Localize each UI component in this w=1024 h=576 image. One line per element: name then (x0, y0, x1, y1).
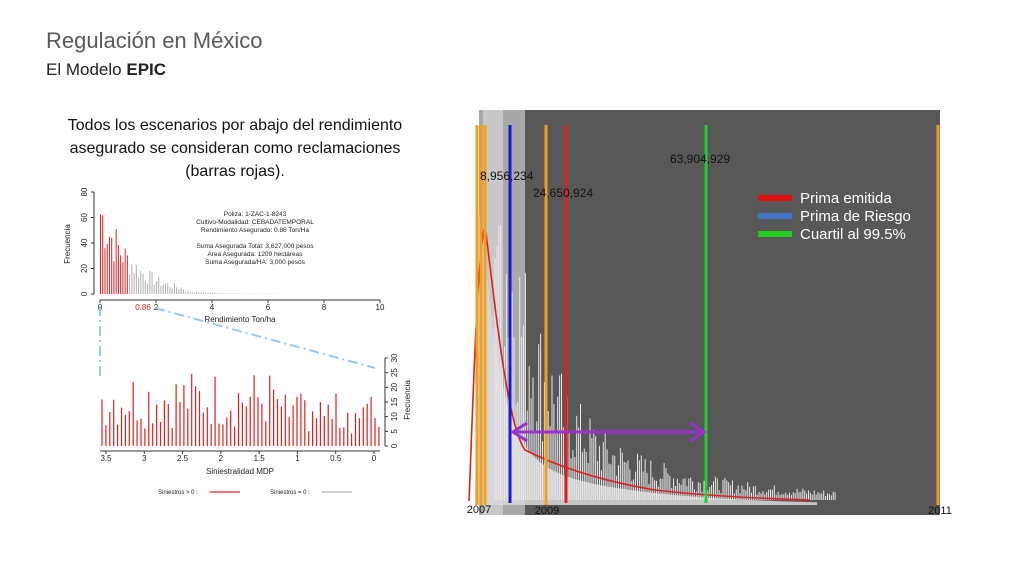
big-legend-label: Prima emitida (800, 190, 892, 207)
h1-annotation: Cultivo-Modalidad: CEBADATEMPORAL (196, 219, 314, 226)
h2-y-tick-label: 25 (390, 368, 399, 377)
h2-x-tick-label: 2.5 (177, 454, 189, 463)
slide-subtitle: El Modelo EPIC (46, 60, 166, 80)
h2-y-tick-label: 5 (390, 429, 399, 434)
h2-y-tick-label: 0 (390, 443, 399, 448)
h2-x-tick-label: 3 (142, 454, 147, 463)
h1-x-tick-label: 4 (210, 303, 215, 312)
subtitle-middle: Modelo (65, 60, 122, 79)
h1-y-label: Frecuencia (63, 224, 72, 264)
h1-annotation: Suma Asegurada/HA: 3,000 pesos (205, 259, 305, 266)
h2-x-tick-label: 1.5 (254, 454, 266, 463)
connector-diagonal (154, 307, 376, 369)
h2-x-label: Siniestralidad MDP (206, 467, 274, 476)
big-legend-swatch (758, 231, 792, 237)
h2-x-tick-label: 0 (372, 454, 377, 463)
h2-legend-label: Siniestros > 0 : (158, 490, 198, 496)
slide-title: Regulación en México (46, 28, 263, 53)
h1-bars (100, 214, 368, 294)
h2-bars (101, 373, 380, 446)
h1-annotation: Suma Asegurada Total: 3,627,000 pesos (197, 243, 315, 250)
h1-x-tick-label: 10 (376, 303, 385, 312)
h2-legend-label: Siniestros = 0 : (270, 490, 310, 496)
big-legend-label: Prima de Riesgo (800, 208, 911, 225)
zoom-connector (99, 306, 376, 376)
h1-y-tick-label: 80 (80, 187, 89, 196)
h1-x-label: Rendimiento Ton/ha (204, 315, 276, 324)
big-marker-label: 8,956,234 (480, 169, 534, 183)
big-marker-label: 63,904,929 (670, 152, 730, 166)
h2-y-tick-label: 20 (390, 382, 399, 391)
big-markers: 8,956,234 24,650,924 63,904,929 2007 2009 201… (467, 125, 952, 517)
h1-y-tick-label: 20 (80, 264, 89, 273)
h2-y-tick-label: 30 (390, 353, 399, 362)
big-arrow-head-left (510, 421, 528, 443)
h2-x-tick-label: 1 (295, 454, 300, 463)
subtitle-prefix: El (46, 60, 62, 79)
h1-x-tick-label: 8 (322, 303, 327, 312)
big-legend-label: Cuartil al 99.5% (800, 226, 906, 243)
big-legend-swatch (758, 213, 792, 219)
premium-distribution-chart: 8,956,234 24,650,924 63,904,929 2007 2009 201… (465, 110, 952, 517)
h2-x-tick-label: 2 (219, 454, 224, 463)
h1-annotation: Area Asegurada: 1209 hectáreas (207, 251, 303, 258)
histogram-claims: 0 5 10 15 20 25 30 Frecuencia 3.5 3 2.5 2 1.5 1 0.5 0 Si… (100, 353, 412, 496)
h1-annotation: Poliza: 1-ZAC-1-8243 (224, 211, 287, 218)
h1-threshold-label: 0.86 (135, 303, 151, 312)
h1-y-tick-label: 0 (80, 291, 89, 296)
big-marker-label: 24,650,924 (533, 186, 593, 200)
h1-y-tick-label: 40 (80, 238, 89, 247)
h2-y-tick-label: 15 (390, 397, 399, 406)
h1-y-tick-label: 60 (80, 213, 89, 222)
big-x-tick-label: 2009 (535, 505, 559, 517)
big-x-tick-label: 2011 (928, 505, 952, 517)
slide-description: Todos los escenarios por abajo del rendi… (67, 117, 403, 180)
big-legend-swatch (758, 195, 792, 201)
big-x-tick-label: 2007 (467, 504, 491, 516)
h2-x-tick-label: 0.5 (330, 454, 342, 463)
subtitle-bold: EPIC (126, 60, 167, 79)
h2-axes: 0 5 10 15 20 25 30 Frecuencia 3.5 3 2.5 2 1.5 1 0.5 0 Si… (100, 353, 412, 496)
big-background (465, 110, 940, 515)
h2-y-tick-label: 10 (390, 412, 399, 421)
big-arrow-head-right (689, 421, 707, 443)
h1-x-tick-label: 6 (266, 303, 271, 312)
h2-x-tick-label: 3.5 (100, 454, 112, 463)
big-bg-rect (465, 110, 940, 515)
h1-annotation: Rendimiento Asegurado: 0.86 Ton/Ha (201, 227, 309, 234)
h2-y-label: Frecuencia (403, 380, 412, 420)
